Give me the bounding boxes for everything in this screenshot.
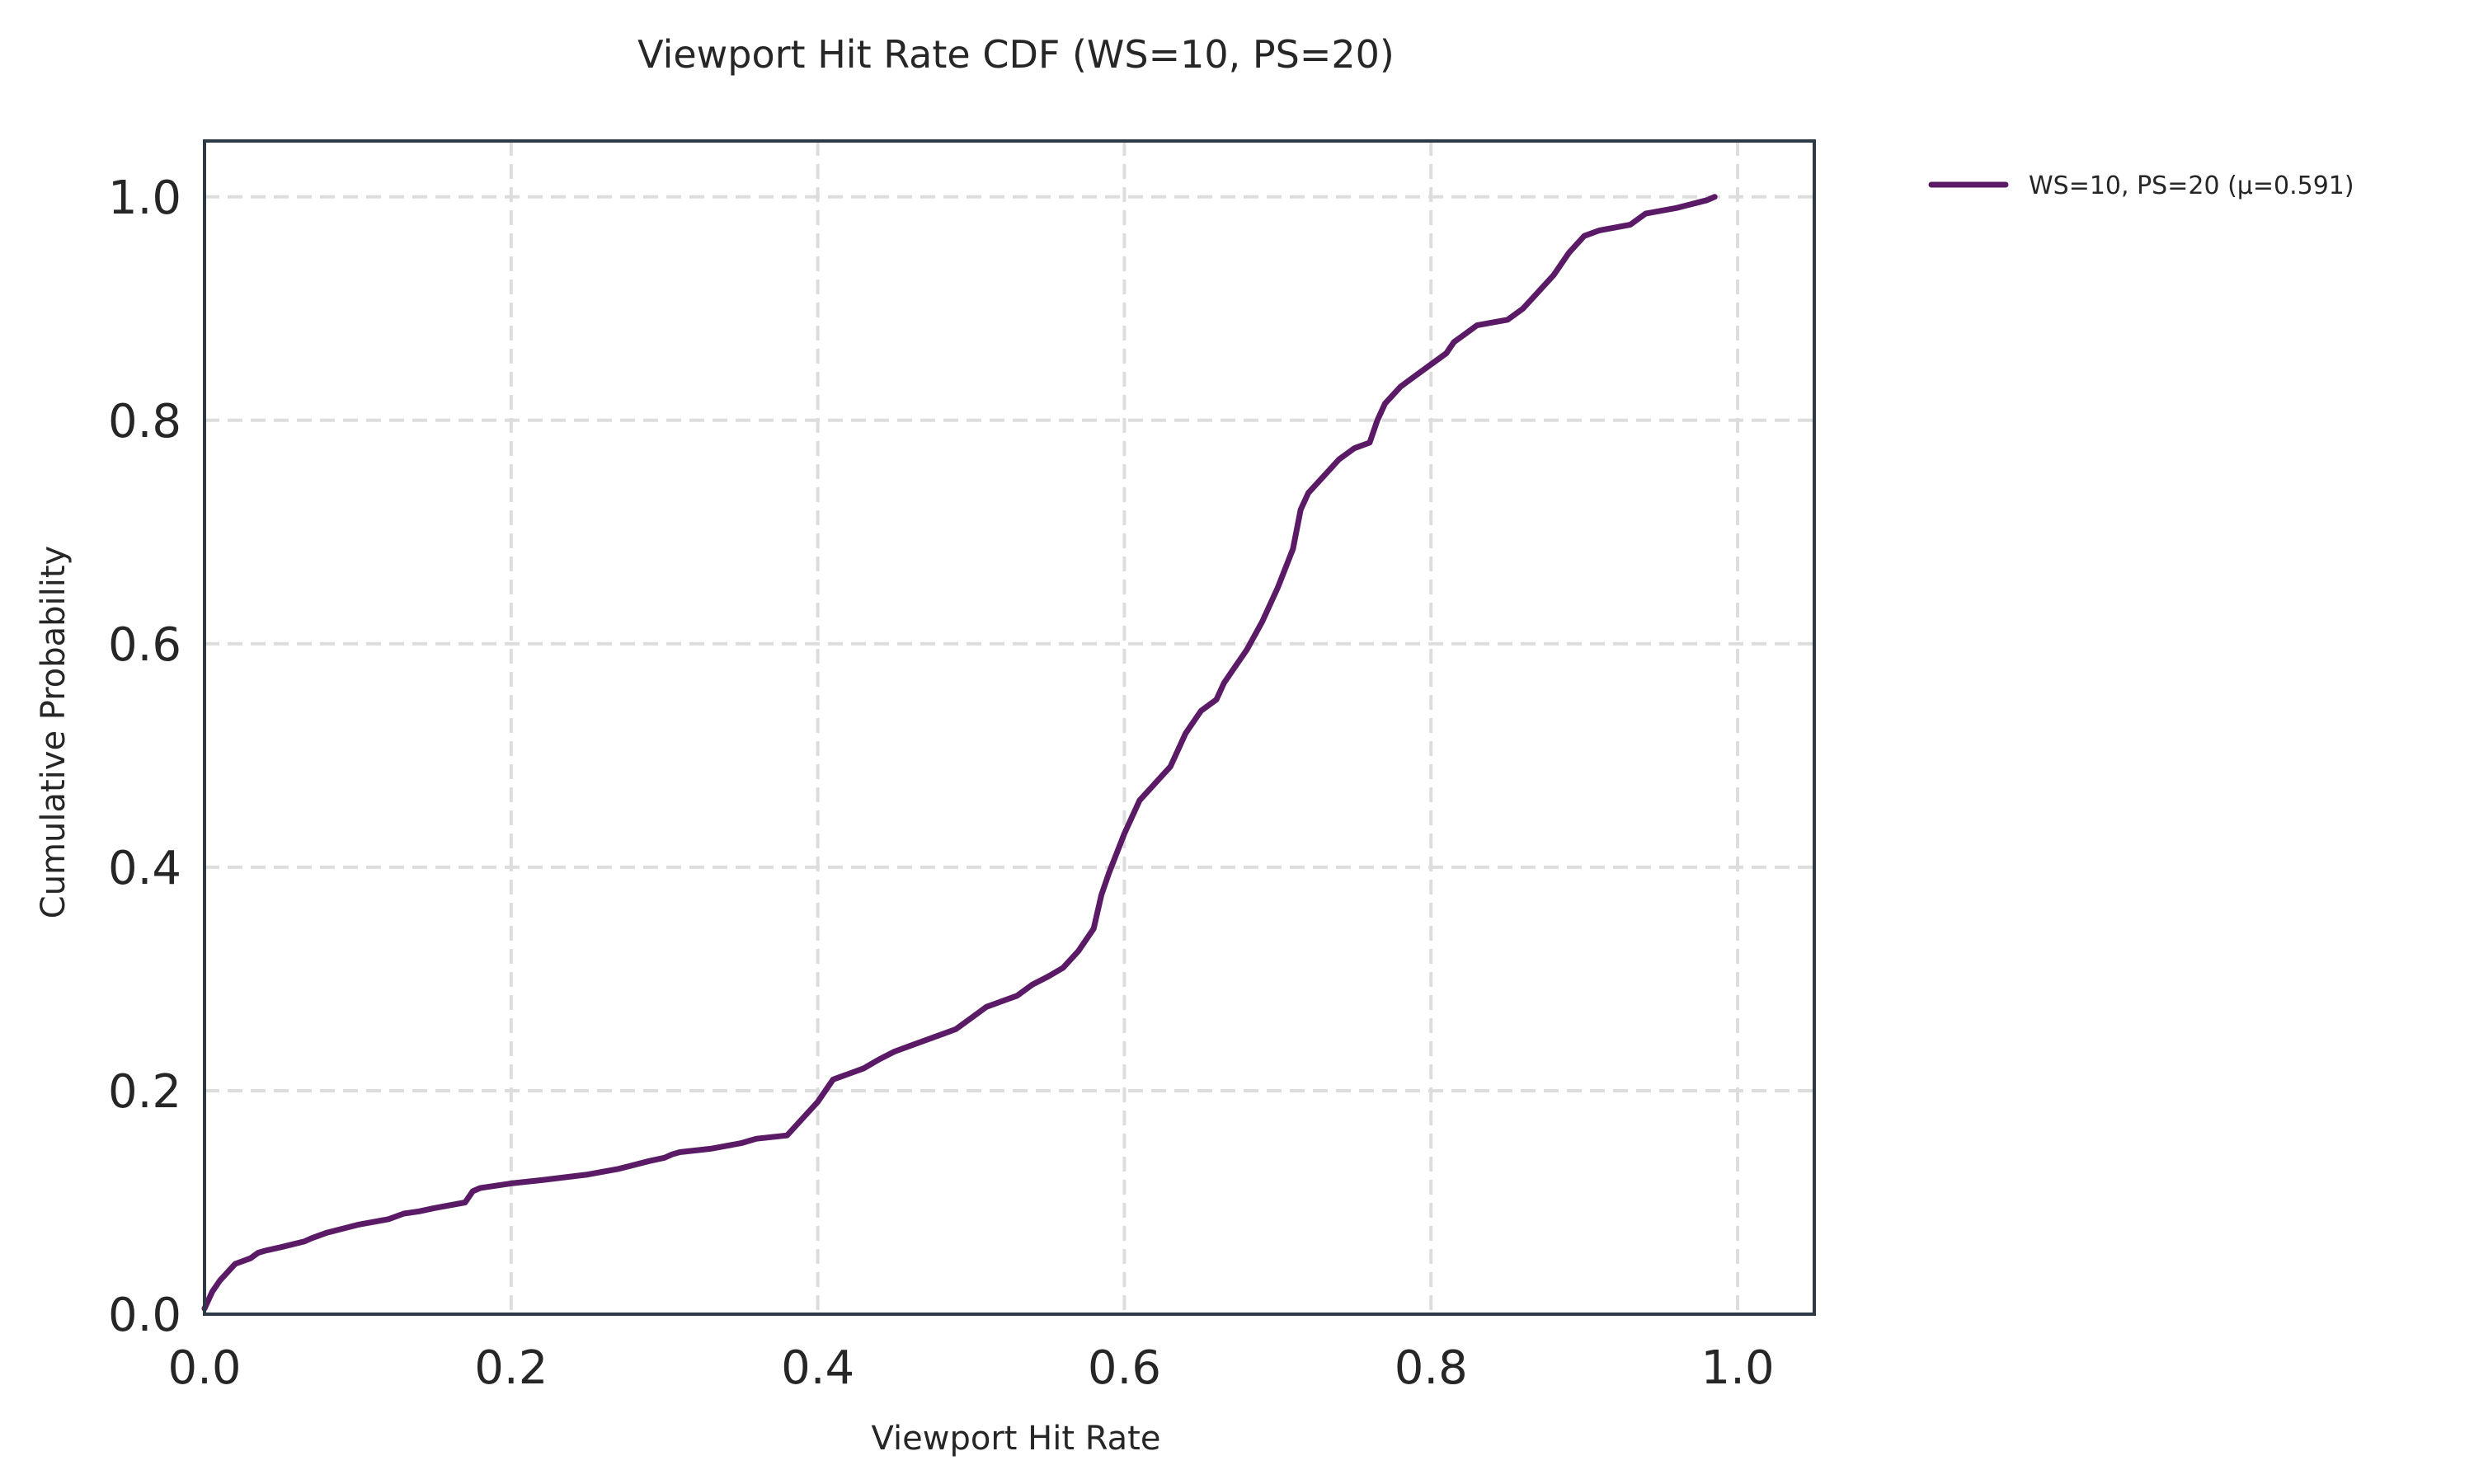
y-tick-label-5: 1.0: [108, 171, 181, 225]
y-axis-label: Cumulative Probability: [35, 546, 73, 918]
y-tick-label-0: 0.0: [108, 1289, 181, 1342]
y-tick-label-1: 0.2: [108, 1065, 181, 1119]
x-tick-label-4: 0.8: [1395, 1341, 1468, 1395]
y-tick-labels: 0.0 0.2 0.4 0.6 0.8 1.0: [108, 171, 181, 1342]
y-tick-label-4: 0.8: [108, 395, 181, 448]
x-tick-label-2: 0.4: [781, 1341, 854, 1395]
y-tick-label-2: 0.4: [108, 842, 181, 895]
x-tick-label-0: 0.0: [167, 1341, 241, 1395]
legend: WS=10, PS=20 (μ=0.591): [1928, 171, 2354, 200]
grid-lines: [203, 141, 1814, 1316]
x-tick-labels: 0.0 0.2 0.4 0.6 0.8 1.0: [167, 1341, 1774, 1395]
chart-title: Viewport Hit Rate CDF (WS=10, PS=20): [637, 32, 1395, 77]
series-line-0: [201, 194, 1718, 1312]
x-tick-label-1: 0.2: [474, 1341, 548, 1395]
x-tick-label-3: 0.6: [1088, 1341, 1161, 1395]
legend-label: WS=10, PS=20 (μ=0.591): [2029, 171, 2354, 200]
plot-area-frame: [203, 139, 1816, 1316]
y-tick-label-3: 0.6: [108, 618, 181, 672]
x-axis-label: Viewport Hit Rate: [872, 1420, 1161, 1458]
x-tick-label-5: 1.0: [1701, 1341, 1775, 1395]
series-layer: [201, 194, 1718, 1312]
